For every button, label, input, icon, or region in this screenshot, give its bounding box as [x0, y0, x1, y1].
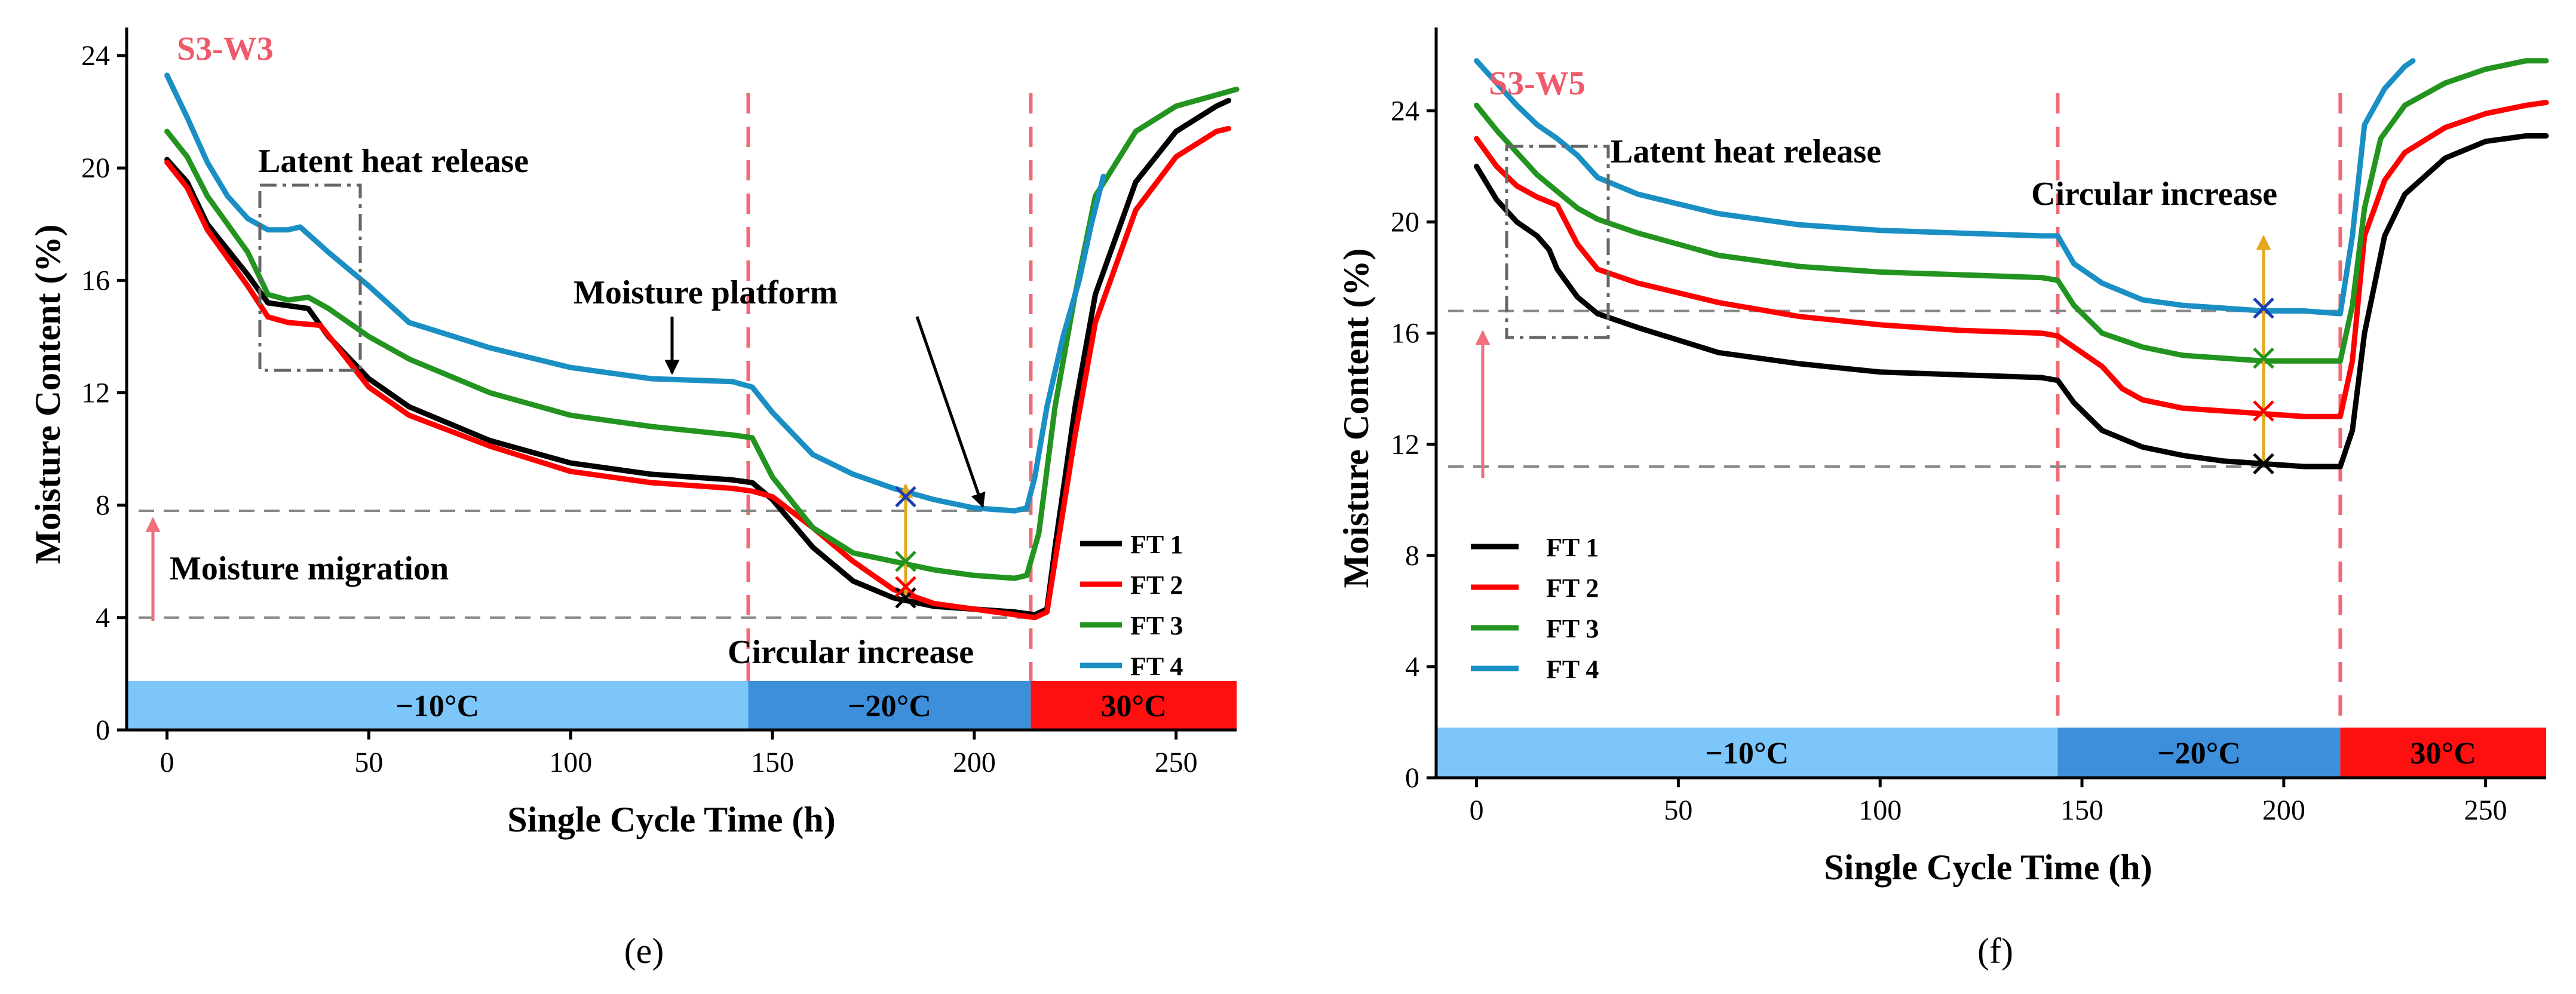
- x-tick-label: 100: [549, 747, 592, 778]
- latent-heat-annotation: Latent heat release: [1611, 133, 1881, 170]
- temperature-bands-e: −10°C −20°C 30°C: [127, 681, 1237, 730]
- y-tick-label: 4: [1405, 651, 1419, 683]
- temperature-band-label: −20°C: [848, 689, 931, 723]
- moisture-markers-e: [895, 483, 916, 609]
- temperature-band-label: −10°C: [395, 689, 479, 723]
- legend-f: FT 1 FT 2 FT 3 FT 4: [1471, 533, 1599, 684]
- y-tick-label: 24: [1391, 96, 1419, 127]
- y-tick-label: 12: [81, 378, 110, 409]
- temperature-band-label: 30°C: [2411, 737, 2476, 771]
- panel-caption: (f): [1977, 931, 2013, 971]
- legend-label: FT 2: [1546, 573, 1599, 603]
- series-line-ft4: [1474, 58, 2416, 317]
- temperature-bands-f: −10°C −20°C 30°C: [1436, 728, 2546, 778]
- y-axis-title: Moisture Content (%): [28, 225, 68, 565]
- x-tick-label: 200: [953, 747, 996, 778]
- x-tick-label: 150: [751, 747, 794, 778]
- legend-label: FT 3: [1130, 611, 1183, 640]
- legend-label: FT 1: [1130, 530, 1183, 559]
- legend-label: FT 4: [1130, 652, 1183, 681]
- x-tick-label: 250: [1155, 747, 1198, 778]
- latent-heat-annotation: Latent heat release: [258, 143, 529, 180]
- series-line-ft4: [164, 72, 1106, 514]
- y-tick-label: 0: [96, 714, 110, 746]
- cross-marker: [895, 576, 916, 597]
- sample-label: S3-W3: [177, 30, 274, 68]
- temperature-band-label: 30°C: [1101, 689, 1167, 723]
- platform-arrow-right: [915, 316, 986, 508]
- axes-f: 0 50 100 150 200 250 0 4 8 12 16 20 24: [1391, 27, 2546, 826]
- x-tick-label: 250: [2464, 794, 2507, 826]
- legend-label: FT 1: [1546, 533, 1599, 562]
- temperature-band-label: −20°C: [2157, 737, 2241, 771]
- series-line-ft1: [164, 97, 1231, 618]
- y-tick-label: 20: [81, 152, 110, 184]
- x-axis-title: Single Cycle Time (h): [507, 800, 835, 839]
- x-tick-label: 150: [2060, 794, 2103, 826]
- cross-marker: [895, 486, 916, 508]
- y-tick-label: 24: [81, 40, 110, 72]
- x-tick-label: 200: [2262, 794, 2305, 826]
- latent-heat-box: [1505, 145, 1610, 339]
- series-lines-f: [1474, 58, 2549, 470]
- cross-marker: [2253, 347, 2274, 369]
- y-tick-label: 4: [96, 602, 110, 634]
- sample-label: S3-W5: [1489, 65, 1586, 102]
- x-tick-label: 50: [1664, 794, 1692, 826]
- cross-marker: [2253, 297, 2274, 319]
- legend-label: FT 2: [1130, 570, 1183, 600]
- temperature-band-label: −10°C: [1705, 737, 1789, 771]
- legend-e: FT 1 FT 2 FT 3 FT 4: [1080, 530, 1183, 681]
- y-tick-label: 8: [96, 490, 110, 521]
- y-tick-label: 16: [1391, 318, 1419, 349]
- cross-marker: [2253, 400, 2274, 422]
- chart-panel-e: −10°C −20°C 30°C 0 50 100 150 200 250 0 4 8 12 16 20 2…: [28, 27, 1240, 971]
- series-line-ft2: [164, 125, 1231, 621]
- cross-marker: [895, 550, 916, 572]
- x-tick-label: 0: [160, 747, 174, 778]
- circular-increase-annotation: Circular increase: [2031, 176, 2277, 213]
- x-tick-label: 50: [354, 747, 383, 778]
- latent-heat-box: [258, 183, 362, 372]
- y-tick-label: 12: [1391, 429, 1419, 461]
- circular-increase-annotation: Circular increase: [728, 634, 974, 671]
- series-line-ft3: [1474, 58, 2549, 364]
- temperature-band: [748, 681, 1031, 730]
- temperature-band: [1031, 681, 1237, 730]
- x-tick-label: 0: [1470, 794, 1484, 826]
- x-tick-label: 100: [1859, 794, 1902, 826]
- panel-caption: (e): [624, 931, 664, 971]
- temperature-band: [2057, 728, 2341, 778]
- axes-e: 0 50 100 150 200 250 0 4 8 12 16 20 24: [81, 27, 1237, 778]
- series-lines-e: [164, 72, 1240, 621]
- temperature-band: [2340, 728, 2546, 778]
- moisture-platform-annotation: Moisture platform: [574, 274, 838, 311]
- y-axis-title: Moisture Content (%): [1336, 249, 1376, 588]
- y-tick-label: 20: [1391, 207, 1419, 238]
- y-tick-label: 0: [1405, 762, 1419, 794]
- cross-marker: [2253, 453, 2274, 475]
- x-axis-title: Single Cycle Time (h): [1824, 848, 2152, 887]
- series-line-ft1: [1474, 133, 2549, 470]
- y-tick-label: 8: [1405, 540, 1419, 572]
- chart-panel-f: −10°C −20°C 30°C 0 50 100 150 200 250 0 4 8 12 16 20 2…: [1336, 27, 2549, 971]
- temperature-band: [127, 681, 749, 730]
- moisture-migration-annotation: Moisture migration: [170, 550, 449, 587]
- y-tick-label: 16: [81, 265, 110, 296]
- series-line-ft2: [1474, 100, 2549, 419]
- legend-label: FT 3: [1546, 614, 1599, 643]
- moisture-markers-f: [2253, 235, 2274, 475]
- legend-label: FT 4: [1546, 655, 1599, 684]
- temperature-band: [1436, 728, 2058, 778]
